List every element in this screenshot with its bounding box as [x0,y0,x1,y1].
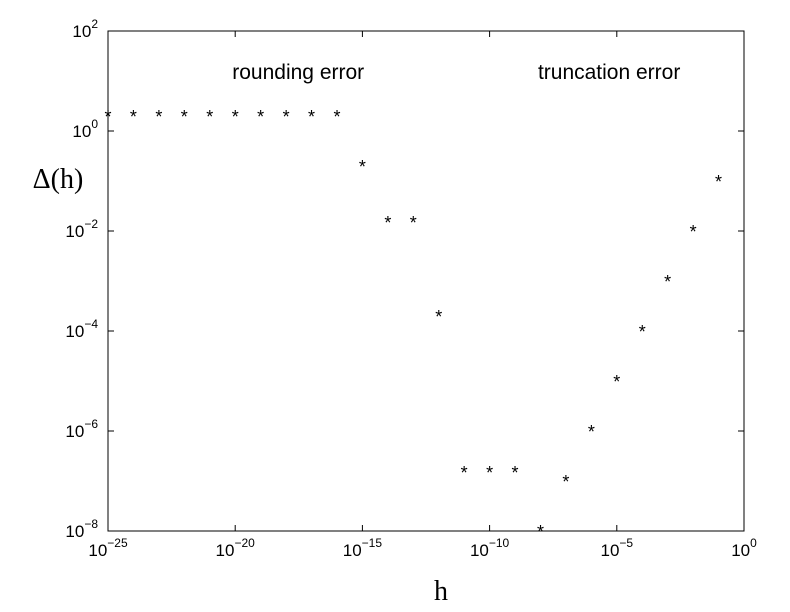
annotations: rounding error truncation error [232,61,680,84]
x-tick-label-base: 10 [470,541,489,560]
x-tick-label-exponent: −5 [619,536,633,550]
data-point: * [664,272,671,292]
x-tick-label-base: 10 [600,541,619,560]
y-tick-label: 102 [72,17,98,41]
data-point: * [283,107,290,127]
y-tick-label-exponent: −8 [84,517,98,531]
data-point: * [359,157,366,177]
y-tick-label: 10−8 [65,517,98,541]
y-tick-label: 10−4 [65,317,98,341]
data-point: * [333,107,340,127]
x-tick-label-base: 10 [731,541,750,560]
x-tick-label-exponent: −15 [362,536,383,550]
data-point: * [384,213,391,233]
data-point: * [435,307,442,327]
tick-marks [107,30,745,532]
data-point: * [512,463,519,483]
data-point: * [308,107,315,127]
y-tick-label-base: 10 [65,222,84,241]
data-point: * [410,213,417,233]
y-tick-label: 10−6 [65,417,98,441]
x-tick-label: 10−25 [88,536,128,560]
x-tick-label: 100 [731,536,757,560]
data-point: * [232,107,239,127]
x-tick-label: 10−20 [216,536,256,560]
x-tick-label: 10−15 [343,536,383,560]
y-tick-label-exponent: −2 [84,217,98,231]
y-tick-label-exponent: 0 [91,117,98,131]
x-tick-label: 10−5 [600,536,633,560]
x-tick-label-exponent: −20 [234,536,255,550]
data-point: * [461,463,468,483]
y-tick-label-base: 10 [72,22,91,41]
data-point: * [613,372,620,392]
x-tick-label-exponent: 0 [750,536,757,550]
y-tick-label-exponent: 2 [91,17,98,31]
x-tick-label: 10−10 [470,536,510,560]
x-axis-title: h [434,576,448,607]
y-tick-label-base: 10 [65,322,84,341]
tick-labels: 10−25 10−20 10−15 10−10 10−5 10010−810−610−41… [65,17,757,560]
data-point: * [155,107,162,127]
data-point: * [588,422,595,442]
annotation-label: truncation error [538,61,680,84]
y-tick-label-exponent: −4 [84,317,98,331]
data-point: * [130,107,137,127]
y-tick-label-base: 10 [65,422,84,441]
annotation-label: rounding error [232,61,364,84]
data-point: * [639,322,646,342]
data-point: * [690,222,697,242]
y-tick-label: 10−2 [65,217,98,241]
x-tick-label-exponent: −10 [489,536,510,550]
y-tick-label-base: 10 [65,522,84,541]
data-point: * [104,107,111,127]
x-tick-label-base: 10 [343,541,362,560]
data-point: * [486,463,493,483]
data-point: * [257,107,264,127]
y-tick-label: 100 [72,117,98,141]
data-point: * [181,107,188,127]
y-axis-title: Δ(h) [33,164,84,195]
plot-frame [107,30,745,532]
data-point: * [537,522,544,542]
data-point: * [562,472,569,492]
data-point: * [206,107,213,127]
data-point: * [715,172,722,192]
x-tick-label-base: 10 [216,541,235,560]
data-points: * * * * * * * * * * * * * * * * * * * * * * * * * [104,107,722,542]
y-tick-label-base: 10 [72,122,91,141]
x-tick-label-exponent: −25 [107,536,128,550]
y-tick-label-exponent: −6 [84,417,98,431]
x-tick-label-base: 10 [88,541,107,560]
